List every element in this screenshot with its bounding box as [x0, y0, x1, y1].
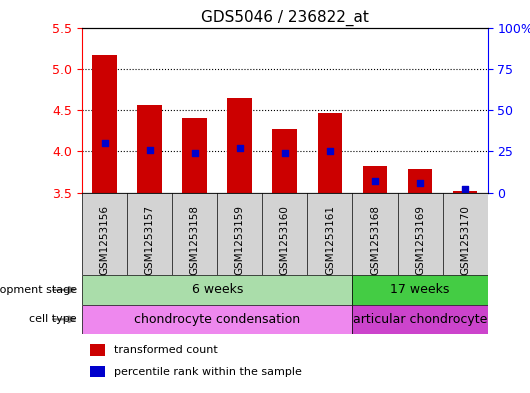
Title: GDS5046 / 236822_at: GDS5046 / 236822_at [201, 10, 369, 26]
Text: articular chondrocyte: articular chondrocyte [353, 313, 487, 326]
Text: 6 weeks: 6 weeks [192, 283, 243, 296]
Bar [453, 191, 478, 193]
Point [235, 145, 244, 151]
Bar [272, 129, 297, 193]
Bar [182, 118, 207, 193]
Bar [90, 366, 105, 377]
Text: transformed count: transformed count [114, 345, 218, 355]
Text: GSM1253158: GSM1253158 [190, 205, 200, 275]
Text: development stage: development stage [0, 285, 77, 295]
Point [371, 178, 379, 184]
Bar [317, 112, 342, 193]
Text: cell type: cell type [29, 314, 77, 324]
Point [461, 186, 470, 193]
Bar [227, 97, 252, 193]
Text: 17 weeks: 17 weeks [390, 283, 450, 296]
Point [416, 180, 425, 186]
Text: GSM1253160: GSM1253160 [280, 205, 290, 275]
Text: GSM1253170: GSM1253170 [460, 205, 470, 275]
Bar [363, 166, 387, 193]
Text: chondrocyte condensation: chondrocyte condensation [134, 313, 301, 326]
Point [191, 150, 199, 156]
Bar [90, 344, 105, 356]
Text: GSM1253168: GSM1253168 [370, 205, 380, 275]
Bar [82, 305, 352, 334]
Point [145, 147, 154, 153]
Text: GSM1253159: GSM1253159 [235, 205, 245, 275]
Point [326, 148, 334, 154]
Bar [408, 169, 432, 193]
Text: GSM1253161: GSM1253161 [325, 205, 335, 275]
Bar [352, 305, 488, 334]
Bar [92, 55, 117, 193]
Point [101, 140, 109, 146]
Point [281, 150, 289, 156]
Text: GSM1253156: GSM1253156 [100, 205, 110, 275]
Text: GSM1253157: GSM1253157 [145, 205, 155, 275]
Text: GSM1253169: GSM1253169 [415, 205, 425, 275]
Bar [82, 275, 352, 305]
Text: percentile rank within the sample: percentile rank within the sample [114, 367, 302, 377]
Bar [137, 105, 162, 193]
Bar [352, 275, 488, 305]
